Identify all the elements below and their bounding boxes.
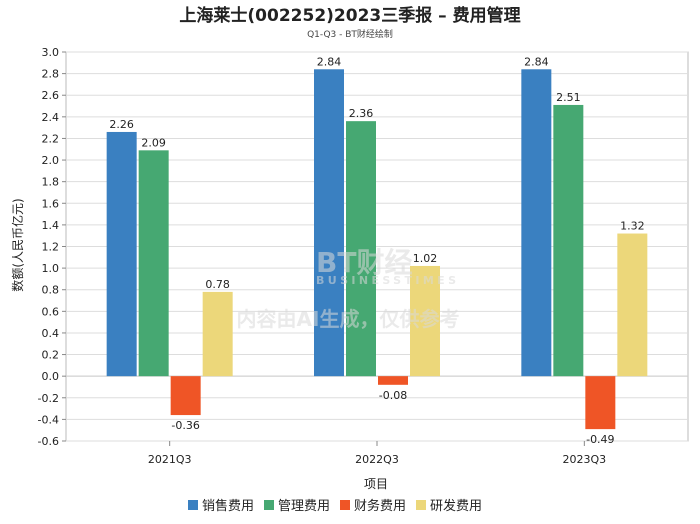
data-label: 2.51	[556, 91, 581, 104]
bar	[553, 104, 584, 377]
bar	[410, 265, 440, 377]
y-tick-label: -0.6	[38, 435, 59, 448]
bar	[378, 376, 408, 385]
y-tick-label: 3.0	[42, 46, 60, 59]
bar	[170, 376, 201, 416]
data-label: 2.26	[109, 118, 134, 131]
y-tick-label: 0.2	[42, 349, 60, 362]
watermark-notice: 内容由AI生成，仅供参考	[237, 307, 460, 331]
bar	[314, 69, 344, 377]
legend-label: 财务费用	[354, 498, 406, 514]
bar	[521, 69, 552, 377]
bars	[106, 69, 648, 430]
watermark-logo: BT财经	[316, 246, 412, 279]
x-tick-label: 2021Q3	[148, 453, 192, 466]
bar	[106, 131, 137, 377]
y-tick-label: 2.2	[42, 132, 60, 145]
y-tick-label: 1.2	[42, 241, 60, 254]
data-labels: 2.26 2.09 -0.36 0.78 2.84 2.36 -0.08 1.02 2.84 2.…	[109, 55, 644, 446]
y-axis-title: 数额(人民币亿元)	[10, 198, 25, 291]
data-label: 1.32	[620, 220, 645, 233]
data-label: 2.84	[524, 55, 549, 68]
data-label: -0.08	[379, 389, 407, 402]
data-label: 2.36	[349, 107, 374, 120]
bar	[346, 121, 376, 377]
x-tick-label: 2023Q3	[563, 453, 607, 466]
y-tick-label: -0.4	[38, 413, 59, 426]
y-tick-label: 2.0	[42, 154, 60, 167]
chart-title: 上海莱士(002252)2023三季报 – 费用管理	[179, 5, 520, 26]
legend-label: 销售费用	[202, 498, 254, 514]
data-label: 2.84	[317, 55, 342, 68]
bar	[585, 376, 616, 430]
y-axis: -0.6 -0.4 -0.2 0.0 0.2 0.4 0.6 0.8 1.0 1.2 1.4 1.6 1…	[38, 46, 66, 448]
data-label: -0.36	[171, 419, 199, 432]
legend-swatch	[340, 500, 350, 510]
y-tick-label: 0.4	[42, 327, 60, 340]
bar	[617, 233, 648, 377]
y-tick-label: 2.6	[42, 89, 60, 102]
legend-swatch	[416, 500, 426, 510]
data-label: -0.49	[586, 433, 614, 446]
chart-subtitle: Q1-Q3 - BT财经绘制	[307, 28, 393, 40]
y-tick-label: 1.0	[42, 262, 60, 275]
x-axis: 2021Q3 2022Q3 2023Q3	[148, 441, 606, 466]
legend-swatch	[188, 500, 198, 510]
y-tick-label: -0.2	[38, 392, 59, 405]
x-axis-title: 项目	[364, 477, 388, 491]
data-label: 0.78	[205, 278, 230, 291]
legend: 销售费用 管理费用 财务费用 研发费用	[188, 498, 482, 514]
data-label: 1.02	[413, 252, 438, 265]
legend-label: 管理费用	[278, 499, 330, 514]
bar	[202, 291, 233, 377]
y-tick-label: 0.0	[42, 370, 60, 383]
legend-swatch	[264, 500, 274, 510]
legend-label: 研发费用	[430, 498, 482, 514]
bar	[138, 150, 169, 377]
y-tick-label: 2.8	[42, 68, 60, 81]
data-label: 2.09	[141, 136, 166, 149]
y-tick-label: 2.4	[42, 111, 60, 124]
x-tick-label: 2022Q3	[355, 453, 399, 466]
y-tick-label: 1.6	[42, 197, 60, 210]
grid	[65, 51, 689, 442]
y-tick-label: 1.8	[42, 176, 60, 189]
y-tick-label: 0.8	[42, 284, 60, 297]
y-tick-label: 1.4	[42, 219, 60, 232]
y-tick-label: 0.6	[42, 305, 60, 318]
